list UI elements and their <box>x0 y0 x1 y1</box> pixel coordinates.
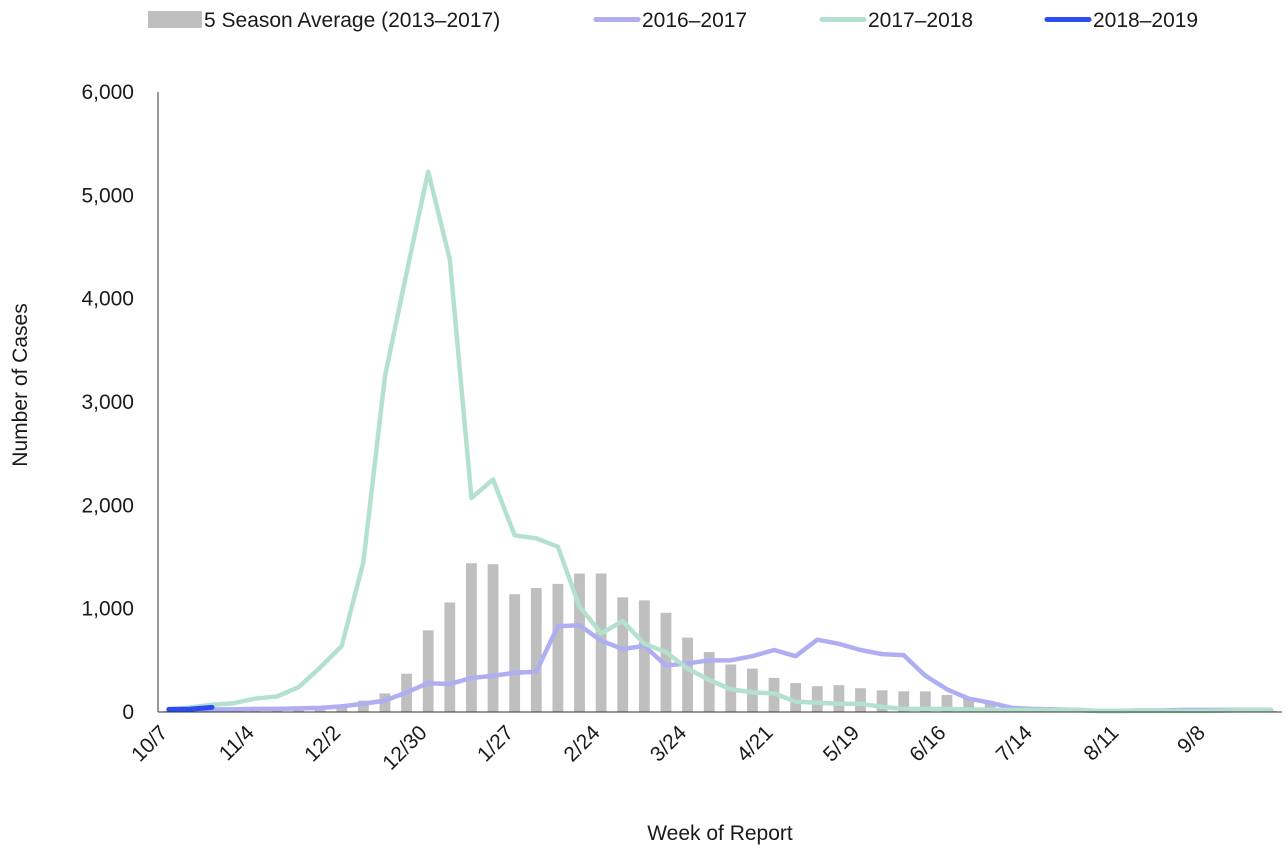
legend: 5 Season Average (2013–2017) 2016–2017 201… <box>148 9 1198 32</box>
x-tick-label: 10/7 <box>127 721 172 766</box>
bar-5/19 <box>855 688 866 712</box>
bar-12/9 <box>357 700 369 712</box>
bar-5/12 <box>833 685 845 712</box>
bar-1/27 <box>509 594 521 712</box>
x-tick-label: 11/4 <box>215 721 259 765</box>
bar-12/2 <box>336 705 348 712</box>
x-tick-label: 4/21 <box>732 721 777 766</box>
y-axis-title: Number of Cases <box>9 303 32 466</box>
legend-label: 5 Season Average (2013–2017) <box>204 9 500 32</box>
y-tick-label: 2,000 <box>81 494 134 517</box>
bar-3/24 <box>682 637 693 712</box>
bar-1/20 <box>487 564 499 712</box>
y-tick-label: 5,000 <box>81 184 134 207</box>
y-tick-label: 0 <box>122 701 134 724</box>
bar-1/13 <box>466 563 477 712</box>
bar-12/30 <box>422 630 434 712</box>
x-tick-label: 6/16 <box>905 721 950 766</box>
bar-1/6 <box>444 602 456 712</box>
x-tick-label: 9/8 <box>1173 721 1210 758</box>
bar-5/26 <box>876 690 888 712</box>
bar-2/17 <box>574 573 585 712</box>
bar-2/3 <box>530 588 542 712</box>
line-series-3 <box>166 704 215 712</box>
y-tick-label: 6,000 <box>81 81 134 104</box>
x-tick-label: 12/30 <box>378 721 431 774</box>
line-series-group <box>166 169 1274 714</box>
line-series-2 <box>166 169 1274 714</box>
bar-3/3 <box>617 597 629 712</box>
legend-label: 2018–2019 <box>1093 9 1198 32</box>
line-series-1 <box>166 622 1274 714</box>
bar-3/10 <box>638 600 650 712</box>
legend-swatch <box>148 11 202 28</box>
y-tick-labels: 0 1,000 2,000 3,000 4,000 5,000 6,000 <box>81 81 134 724</box>
bar-6/9 <box>919 691 931 712</box>
x-tick-label: 7/14 <box>992 721 1037 766</box>
y-tick-label: 4,000 <box>81 288 134 311</box>
x-tick-label: 8/11 <box>1079 721 1123 765</box>
bar-6/16 <box>941 694 953 712</box>
x-tick-label: 1/27 <box>473 721 518 766</box>
x-axis-title: Week of Report <box>647 822 793 845</box>
x-tick-label: 12/2 <box>300 721 345 766</box>
y-tick-label: 1,000 <box>81 598 134 621</box>
legend-label: 2016–2017 <box>642 9 747 32</box>
bar-5/5 <box>811 686 823 712</box>
bar-6/23 <box>963 698 974 712</box>
x-tick-labels: 10/7 11/4 12/2 12/30 1/27 2/24 3/24 4/21 5/19 6/1… <box>127 721 1210 775</box>
bar-3/17 <box>660 612 672 712</box>
bar-6/2 <box>898 691 910 712</box>
y-tick-label: 3,000 <box>81 391 134 414</box>
bar-series-group <box>163 563 1277 712</box>
bar-2/10 <box>552 583 564 712</box>
bar-4/28 <box>790 683 802 712</box>
legend-label: 2017–2018 <box>868 9 973 32</box>
x-tick-label: 2/24 <box>559 721 604 766</box>
x-tick-label: 3/24 <box>646 721 691 766</box>
x-tick-label: 5/19 <box>819 721 864 766</box>
